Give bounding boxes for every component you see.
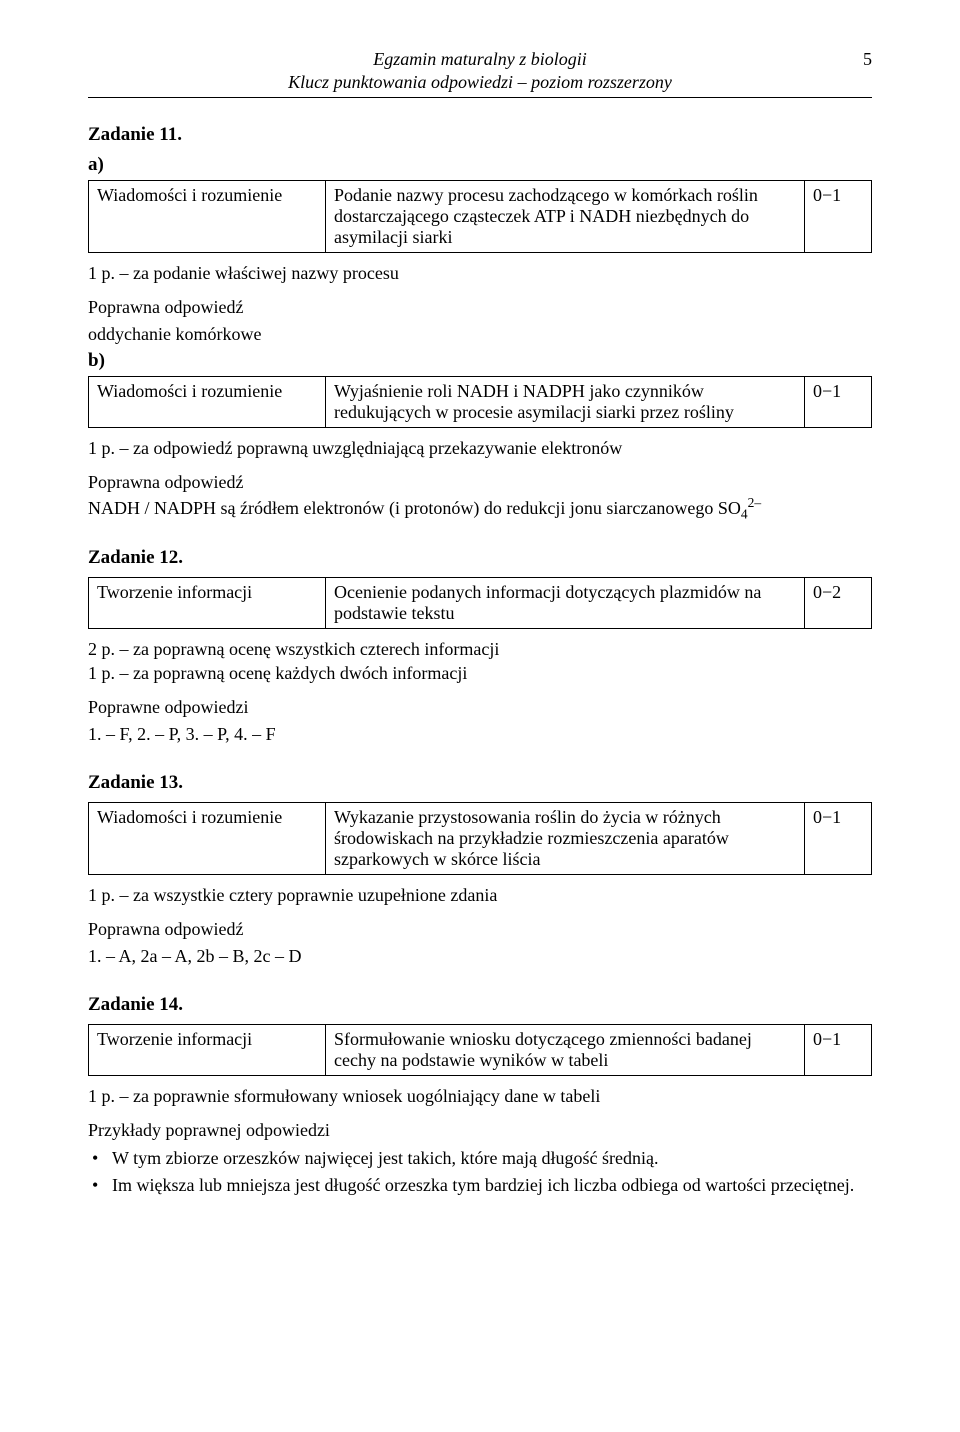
task-13-title: Zadanie 13.: [88, 772, 872, 794]
task-13-desc: Wykazanie przystosowania roślin do życia…: [326, 802, 805, 874]
task-12-desc: Ocenienie podanych informacji dotyczącyc…: [326, 577, 805, 628]
task-13-table: Wiadomości i rozumienie Wykazanie przyst…: [88, 802, 872, 875]
task-12-rule-1: 2 p. – za poprawną ocenę wszystkich czte…: [88, 637, 872, 661]
task-11-a-answer: oddychanie komórkowe: [88, 322, 872, 346]
task-13-answer: 1. – A, 2a – A, 2b – B, 2c – D: [88, 944, 872, 968]
task-13-points: 0−1: [805, 802, 872, 874]
task-11-b-answer-label: Poprawna odpowiedź: [88, 470, 872, 494]
task-14-desc: Sformułowanie wniosku dotyczącego zmienn…: [326, 1024, 805, 1075]
header-line-1: Egzamin maturalny z biologii: [373, 49, 587, 69]
task-12-answer-label: Poprawne odpowiedzi: [88, 695, 872, 719]
task-12-answer: 1. – F, 2. – P, 3. – P, 4. – F: [88, 722, 872, 746]
task-11-b-answer-text: NADH / NADPH są źródłem elektronów (i pr…: [88, 498, 741, 518]
task-14-table: Tworzenie informacji Sformułowanie wnios…: [88, 1024, 872, 1076]
task-14-bullet-1: W tym zbiorze orzeszków najwięcej jest t…: [88, 1146, 872, 1170]
task-11-a-rule: 1 p. – za podanie właściwej nazwy proces…: [88, 261, 872, 285]
header-line-2: Klucz punktowania odpowiedzi – poziom ro…: [288, 72, 672, 92]
task-11-a-points: 0−1: [805, 181, 872, 253]
task-11-b-points: 0−1: [805, 376, 872, 427]
task-14-bullet-2: Im większa lub mniejsza jest długość orz…: [88, 1173, 872, 1197]
task-11-b-answer-sub: 4: [741, 507, 748, 522]
task-11-a-desc: Podanie nazwy procesu zachodzącego w kom…: [326, 181, 805, 253]
task-14-rule: 1 p. – za poprawnie sformułowany wniosek…: [88, 1084, 872, 1108]
task-11-b-table: Wiadomości i rozumienie Wyjaśnienie roli…: [88, 376, 872, 428]
task-11-a-label: a): [88, 154, 872, 176]
task-11-a-answer-label: Poprawna odpowiedź: [88, 295, 872, 319]
task-11-b-label: b): [88, 350, 872, 372]
task-11-b-answer: NADH / NADPH są źródłem elektronów (i pr…: [88, 496, 872, 520]
task-14-title: Zadanie 14.: [88, 994, 872, 1016]
task-12-title: Zadanie 12.: [88, 547, 872, 569]
task-11-b-category: Wiadomości i rozumienie: [89, 376, 326, 427]
task-12-category: Tworzenie informacji: [89, 577, 326, 628]
task-14-category: Tworzenie informacji: [89, 1024, 326, 1075]
task-12-points: 0−2: [805, 577, 872, 628]
page-number: 5: [863, 48, 872, 71]
task-11-a-table: Wiadomości i rozumienie Podanie nazwy pr…: [88, 180, 872, 253]
task-14-points: 0−1: [805, 1024, 872, 1075]
task-11-a-category: Wiadomości i rozumienie: [89, 181, 326, 253]
task-11-b-desc: Wyjaśnienie roli NADH i NADPH jako czynn…: [326, 376, 805, 427]
task-11-b-answer-sup: 2–: [748, 495, 762, 510]
page: 5 Egzamin maturalny z biologii Klucz pun…: [0, 0, 960, 1432]
task-13-category: Wiadomości i rozumienie: [89, 802, 326, 874]
task-14-bullets: W tym zbiorze orzeszków najwięcej jest t…: [88, 1146, 872, 1197]
task-13-rule: 1 p. – za wszystkie cztery poprawnie uzu…: [88, 883, 872, 907]
task-12-table: Tworzenie informacji Ocenienie podanych …: [88, 577, 872, 629]
task-12-rule-2: 1 p. – za poprawną ocenę każdych dwóch i…: [88, 661, 872, 685]
page-header: 5 Egzamin maturalny z biologii Klucz pun…: [88, 48, 872, 98]
task-14-examples-label: Przykłady poprawnej odpowiedzi: [88, 1118, 872, 1142]
task-11-title: Zadanie 11.: [88, 124, 872, 146]
task-11-b-rule: 1 p. – za odpowiedź poprawną uwzględniaj…: [88, 436, 872, 460]
task-13-answer-label: Poprawna odpowiedź: [88, 917, 872, 941]
